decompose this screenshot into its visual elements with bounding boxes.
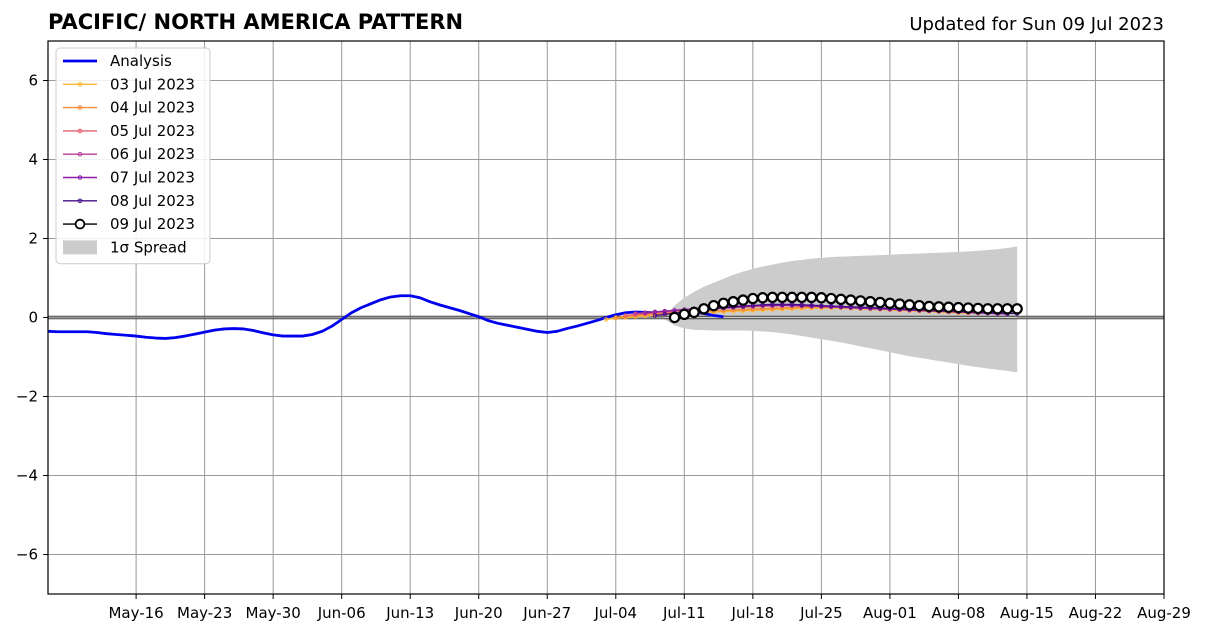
- forecast-marker: [923, 300, 935, 313]
- forecast-marker: [874, 296, 886, 309]
- analysis-line: [48, 294, 724, 340]
- forecast-marker: [786, 291, 798, 304]
- forecast-marker: [662, 312, 667, 317]
- forecast-marker: [942, 301, 955, 313]
- legend-marker: [77, 175, 83, 180]
- y-tick-label: −4: [16, 467, 38, 485]
- legend-label: 06 Jul 2023: [110, 145, 195, 163]
- forecast-marker: [776, 291, 788, 304]
- forecast-marker: [933, 301, 945, 313]
- legend: Analysis 03 Jul 2023 04 Jul 2023 05 Jul 202…: [55, 47, 211, 265]
- y-tick-label: 4: [28, 151, 38, 169]
- forecast-marker: [884, 297, 896, 309]
- x-tick-label: Jun-20: [454, 604, 503, 622]
- x-tick-label: Jul-11: [662, 604, 706, 622]
- x-tick-label: Jul-18: [731, 604, 775, 622]
- x-tick-label: Aug-29: [1137, 604, 1191, 622]
- y-tick-label: 0: [28, 309, 38, 327]
- legend-label: 03 Jul 2023: [110, 75, 195, 93]
- legend-label: 07 Jul 2023: [110, 169, 195, 187]
- forecast-marker: [613, 315, 618, 320]
- forecast-marker: [688, 306, 700, 319]
- forecast-marker: [864, 296, 877, 308]
- x-tick-label: Aug-01: [863, 604, 917, 622]
- x-tick-label: Jul-04: [593, 604, 637, 622]
- forecast-marker: [835, 293, 847, 306]
- forecast-marker: [815, 292, 828, 304]
- chart-subtitle: Updated for Sun 09 Jul 2023: [909, 14, 1164, 35]
- x-tick-label: Aug-08: [932, 604, 986, 622]
- forecast-marker: [809, 303, 814, 308]
- forecast-marker: [717, 297, 730, 309]
- chart-title: PACIFIC/ NORTH AMERICA PATTERN: [48, 10, 463, 34]
- forecast-marker: [799, 302, 804, 308]
- forecast-marker: [698, 303, 710, 315]
- forecast-marker: [652, 313, 658, 318]
- legend-marker: [74, 218, 86, 230]
- forecast-marker: [805, 291, 818, 304]
- forecast-marker: [707, 299, 720, 312]
- forecast-marker: [903, 299, 916, 311]
- x-tick-label: May-23: [177, 604, 232, 622]
- forecast-marker: [982, 303, 994, 315]
- forecast-marker: [756, 292, 769, 304]
- forecast-marker: [952, 301, 965, 314]
- forecast-marker: [727, 296, 739, 308]
- forecast-marker: [766, 291, 779, 304]
- x-tick-label: Jun-27: [522, 604, 571, 622]
- y-tick-label: 2: [28, 230, 38, 248]
- forecast-marker: [828, 303, 834, 309]
- legend-label: 05 Jul 2023: [110, 122, 195, 140]
- x-tick-label: Aug-22: [1069, 604, 1123, 622]
- forecast-marker: [991, 303, 1004, 315]
- legend-marker: [77, 198, 83, 204]
- forecast-marker: [1011, 303, 1023, 315]
- axis-ticks: May-16 May-23 May-30 Jun-06 Jun-13 Jun-20 Jun-…: [16, 72, 1191, 623]
- x-tick-label: Aug-15: [1000, 604, 1054, 622]
- x-tick-label: Jun-06: [317, 604, 366, 622]
- y-tick-label: −6: [16, 546, 38, 564]
- forecast-marker: [845, 294, 857, 306]
- legend-box: [55, 47, 211, 265]
- forecast-marker: [893, 298, 906, 310]
- legend-marker: [77, 151, 83, 157]
- legend-marker: [77, 128, 83, 134]
- legend-swatch: [63, 240, 97, 255]
- x-tick-label: May-16: [108, 604, 163, 622]
- forecast-marker: [819, 303, 824, 308]
- forecast-marker: [623, 313, 628, 318]
- forecast-marker: [678, 308, 691, 321]
- legend-label: 04 Jul 2023: [110, 99, 195, 117]
- forecast-marker: [825, 292, 837, 305]
- y-tick-label: 6: [28, 72, 38, 90]
- x-tick-label: Jul-25: [799, 604, 843, 622]
- forecast-marker: [962, 302, 974, 314]
- forecast-marker: [737, 294, 749, 306]
- plot-marks: [48, 246, 1164, 373]
- forecast-marker: [668, 311, 681, 324]
- forecast-marker: [972, 302, 984, 315]
- x-tick-label: May-30: [246, 604, 301, 622]
- y-tick-label: −2: [16, 388, 38, 406]
- legend-label: 1σ Spread: [110, 238, 187, 256]
- forecast-marker: [1001, 303, 1014, 315]
- forecast-marker: [603, 317, 609, 322]
- legend-label: Analysis: [110, 52, 172, 70]
- forecast-marker: [913, 299, 925, 312]
- forecast-marker: [747, 292, 759, 305]
- forecast-marker: [854, 295, 867, 307]
- forecast-marker: [633, 311, 638, 316]
- legend-marker: [77, 82, 83, 87]
- forecast-marker: [642, 310, 648, 315]
- legend-label: 09 Jul 2023: [110, 215, 195, 233]
- legend-label: 08 Jul 2023: [110, 192, 195, 210]
- legend-marker: [77, 105, 83, 110]
- x-tick-label: Jun-13: [385, 604, 434, 622]
- forecast-marker: [796, 291, 808, 304]
